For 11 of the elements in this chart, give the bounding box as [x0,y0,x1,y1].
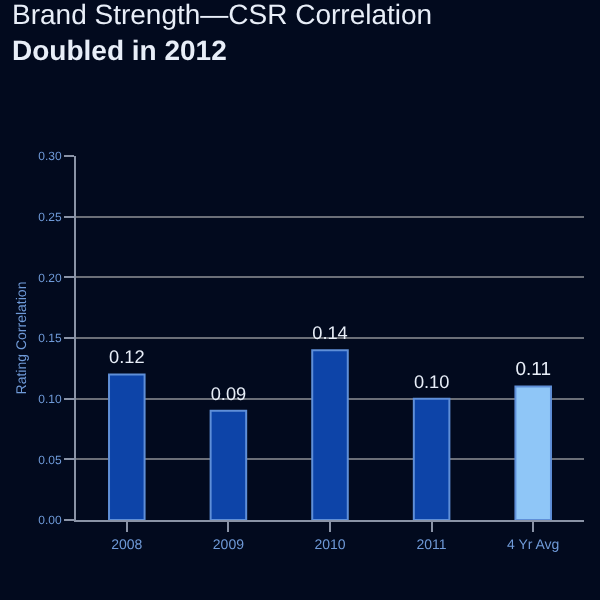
data-label: 0.11 [515,359,551,382]
data-label: 0.09 [210,383,247,404]
bar [514,385,552,520]
bar [412,397,451,520]
bar [209,409,248,520]
bar [108,373,146,520]
data-label: 0.10 [413,371,450,392]
data-label: 0.12 [109,347,145,368]
bar [311,349,349,520]
chart-title: Brand Strength—CSR Correlation Doubled in 2012 [12,0,433,67]
data-label: 0.14 [312,323,348,344]
